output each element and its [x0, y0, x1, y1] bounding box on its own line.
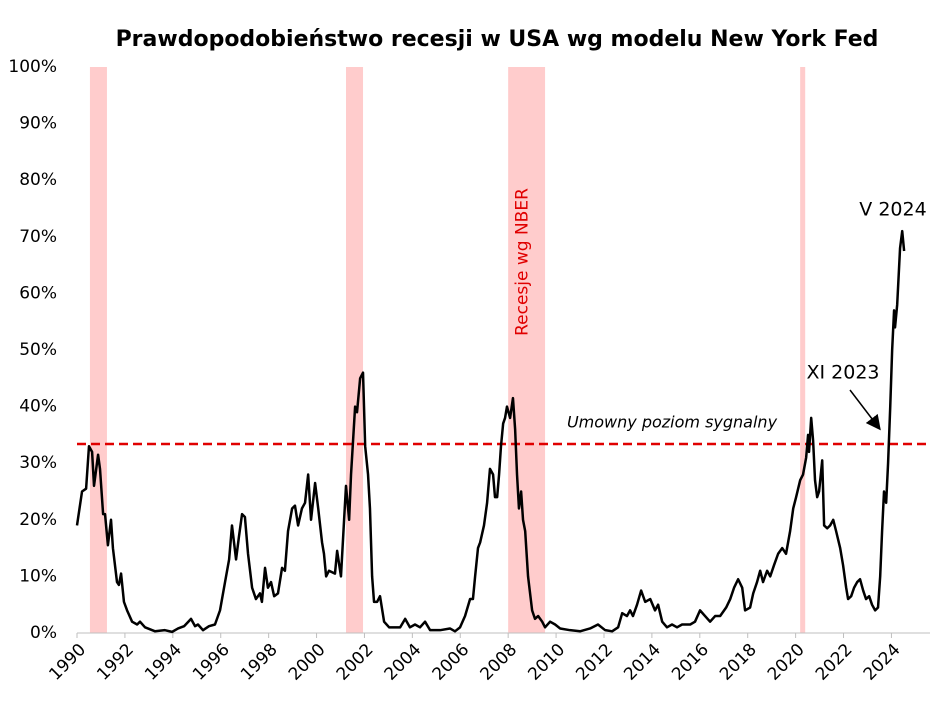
y-tick-label: 100% — [8, 57, 57, 77]
y-tick-label: 70% — [19, 227, 57, 247]
x-tick-label: 2014 — [620, 640, 665, 685]
chart-title: Prawdopodobieństwo recesji w USA wg mode… — [116, 27, 879, 52]
x-tick-label: 2024 — [860, 640, 905, 685]
annotation-arrow — [849, 389, 881, 431]
series-line — [75, 229, 906, 634]
recession-band — [800, 67, 806, 633]
x-tick-label: 2006 — [429, 640, 474, 685]
x-tick-label: 2022 — [812, 640, 857, 685]
y-tick-label: 10% — [19, 566, 57, 586]
x-tick-label: 2002 — [333, 640, 378, 685]
recession-label: Recesje wg NBER — [513, 188, 533, 336]
y-tick-label: 40% — [19, 397, 57, 417]
y-tick-label: 50% — [19, 340, 57, 360]
x-tick-label: 2010 — [524, 640, 569, 685]
y-tick-label: 90% — [19, 114, 57, 134]
x-tick-label: 1990 — [45, 640, 90, 685]
threshold-label: Umowny poziom sygnalny — [567, 412, 778, 431]
y-tick-label: 60% — [19, 283, 57, 303]
x-tick-label: 2018 — [716, 640, 761, 685]
annotation: XI 2023 — [806, 362, 879, 384]
y-tick-label: 30% — [19, 453, 57, 473]
x-tick-label: 2020 — [764, 640, 809, 685]
annotation: V 2024 — [859, 199, 926, 221]
y-tick-label: 80% — [19, 170, 57, 190]
x-tick-label: 1992 — [93, 640, 138, 685]
x-tick-label: 1998 — [237, 640, 282, 685]
y-tick-label: 20% — [19, 510, 57, 530]
y-tick-label: 0% — [30, 623, 57, 643]
x-tick-label: 2008 — [477, 640, 522, 685]
x-tick-label: 1994 — [141, 640, 186, 685]
x-tick-label: 2016 — [668, 640, 713, 685]
recession-band — [89, 67, 107, 633]
x-tick-label: 2000 — [285, 640, 330, 685]
recession-band — [346, 67, 364, 633]
x-tick-label: 1996 — [189, 640, 234, 685]
x-tick-label: 2004 — [381, 640, 426, 685]
x-tick-label: 2012 — [572, 640, 617, 685]
